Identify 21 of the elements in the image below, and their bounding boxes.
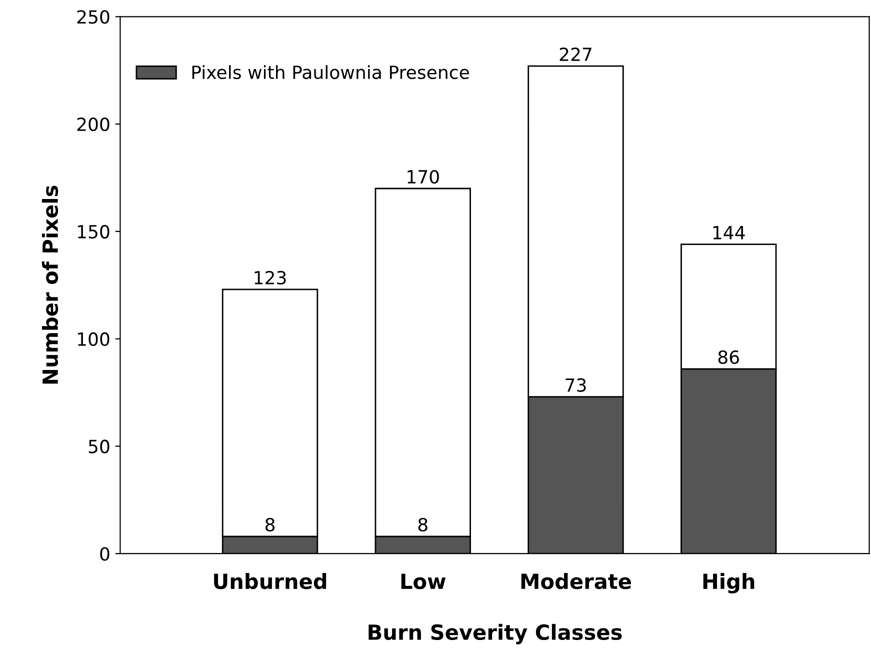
y-tick-label: 200 [77,118,110,132]
x-tick-label: Low [401,574,446,590]
legend-label: Pixels with Paulownia Presence [192,65,469,80]
total-label: 227 [560,48,592,61]
x-tick-label: High [703,573,754,594]
x-axis-title: Burn Severity Classes [368,624,622,644]
x-tick-label: Moderate [521,573,631,590]
total-label: 170 [408,170,439,184]
y-tick-label: 0 [100,547,110,561]
total-label: 123 [254,270,286,285]
x-tick-label: Unburned [214,573,326,590]
data-label: 86 [718,350,739,364]
data-label: 8 [418,518,428,532]
total-label: 144 [713,226,745,240]
data-label: 73 [566,378,586,392]
y-tick-label: 150 [78,224,110,239]
y-tick-label: 250 [77,10,110,24]
y-tick-label: 50 [88,440,110,454]
data-label: 8 [265,518,275,532]
y-tick-label: 100 [78,332,110,346]
y-axis-title: Number of Pixels [42,186,58,384]
